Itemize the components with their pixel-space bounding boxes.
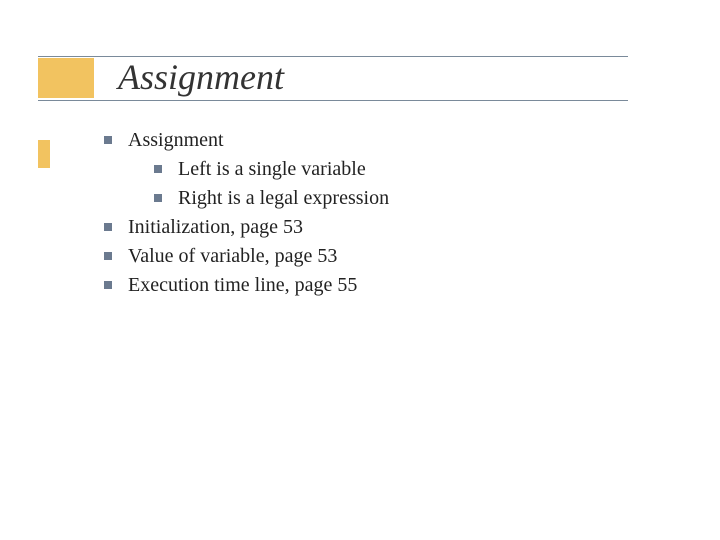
list-item: Initialization, page 53 bbox=[100, 213, 389, 242]
accent-box-top bbox=[38, 58, 94, 98]
list-item: Left is a single variable bbox=[150, 155, 389, 184]
bullet-text: Right is a legal expression bbox=[178, 187, 389, 209]
slide-content: Assignment Left is a single variable Rig… bbox=[100, 126, 389, 300]
bullet-text: Execution time line, page 55 bbox=[128, 274, 357, 296]
bullet-text: Value of variable, page 53 bbox=[128, 245, 337, 267]
list-item: Value of variable, page 53 bbox=[100, 242, 389, 271]
bullet-text: Initialization, page 53 bbox=[128, 216, 303, 238]
list-item: Assignment Left is a single variable Rig… bbox=[100, 126, 389, 213]
list-item: Right is a legal expression bbox=[150, 184, 389, 213]
slide-title: Assignment bbox=[118, 56, 284, 98]
rule-under-title bbox=[38, 100, 628, 101]
list-item: Execution time line, page 55 bbox=[100, 271, 389, 300]
bullet-text: Assignment bbox=[128, 129, 224, 151]
accent-box-left bbox=[38, 140, 50, 168]
bullet-text: Left is a single variable bbox=[178, 158, 366, 180]
